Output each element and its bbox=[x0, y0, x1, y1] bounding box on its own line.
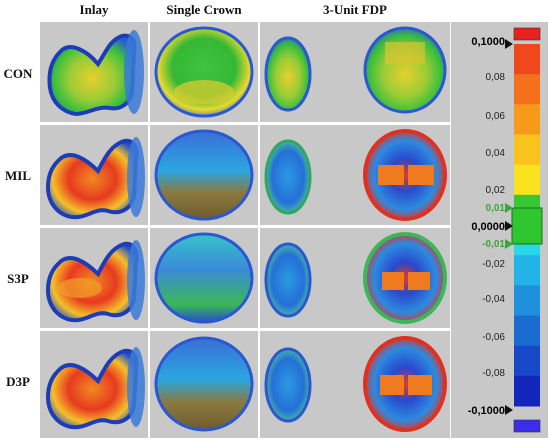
scale-tolerance-negative-label: -0,01 bbox=[482, 239, 505, 250]
inlay-d3p-map bbox=[45, 347, 145, 430]
scale-bottom-cap bbox=[513, 419, 541, 433]
inlay-con-map bbox=[47, 30, 144, 117]
panel-con-3-unit-fdp bbox=[260, 22, 450, 122]
scale-tick-label: 0,08 bbox=[485, 72, 505, 83]
inlay-s3p-map bbox=[45, 240, 145, 323]
color-scale-bar bbox=[505, 27, 543, 433]
panel-mil-single-crown bbox=[150, 125, 258, 225]
row-header-con: CON bbox=[3, 66, 33, 81]
scale-tol-neg-marker bbox=[505, 239, 513, 249]
scale-zero-marker bbox=[505, 221, 513, 231]
scale-color-block bbox=[514, 255, 540, 286]
scale-color-block bbox=[514, 285, 540, 316]
scale-tol-pos-marker bbox=[505, 203, 513, 213]
panel-s3p-single-crown bbox=[150, 228, 258, 328]
scale-color-block bbox=[514, 74, 540, 105]
crown-s3p-map bbox=[154, 232, 254, 324]
column-header-3-unit-fdp: 3-Unit FDP bbox=[323, 2, 387, 17]
panel-con-single-crown bbox=[150, 22, 258, 122]
fdp-d3p-map bbox=[264, 336, 447, 432]
crown-mil-map bbox=[154, 129, 254, 221]
inlay-mil-map bbox=[45, 137, 145, 220]
scale-color-block bbox=[514, 134, 540, 166]
fdp-s3p-map bbox=[264, 232, 447, 324]
scale-color-block bbox=[514, 345, 540, 377]
scale-top-cap bbox=[513, 27, 541, 41]
panel-d3p-inlay bbox=[40, 331, 148, 438]
scale-min-marker bbox=[505, 405, 513, 415]
scale-color-block bbox=[514, 164, 540, 196]
fdp-mil-map bbox=[264, 129, 447, 221]
scale-zero-label: 0,0000 bbox=[471, 221, 505, 233]
scale-color-block bbox=[514, 104, 540, 135]
scale-tick-label: -0,04 bbox=[482, 294, 505, 305]
panel-s3p-inlay bbox=[40, 228, 148, 328]
scale-max-marker bbox=[505, 39, 513, 49]
row-header-s3p: S3P bbox=[7, 271, 29, 286]
panel-s3p-3-unit-fdp bbox=[260, 228, 450, 328]
scale-tolerance-band bbox=[511, 207, 543, 245]
panel-d3p-3-unit-fdp bbox=[260, 331, 450, 438]
fdp-con-map bbox=[264, 26, 447, 114]
scale-tick-label: -0,02 bbox=[482, 259, 505, 270]
column-header-single-crown: Single Crown bbox=[166, 2, 242, 17]
scale-min-label: -0,1000 bbox=[467, 405, 505, 417]
row-header-d3p: D3P bbox=[6, 374, 30, 389]
row-header-mil: MIL bbox=[5, 168, 31, 183]
scale-tick-label: 0,04 bbox=[485, 148, 505, 159]
column-header-inlay: Inlay bbox=[79, 2, 109, 17]
scale-color-block bbox=[514, 375, 540, 407]
scale-color-block bbox=[514, 44, 540, 75]
panel-mil-inlay bbox=[40, 125, 148, 225]
panel-d3p-single-crown bbox=[150, 331, 258, 438]
scale-tick-label: -0,06 bbox=[482, 332, 505, 343]
scale-color-block bbox=[514, 315, 540, 347]
crown-d3p-map bbox=[154, 336, 254, 432]
scale-tick-label: -0,08 bbox=[482, 368, 505, 379]
crown-con-map bbox=[154, 26, 254, 118]
panel-con-inlay bbox=[40, 22, 148, 122]
scale-tick-label: 0,06 bbox=[485, 111, 505, 122]
panel-mil-3-unit-fdp bbox=[260, 125, 450, 225]
scale-tolerance-positive-label: 0,01 bbox=[485, 203, 505, 214]
scale-max-label: 0,1000 bbox=[471, 36, 505, 48]
scale-tick-label: 0,02 bbox=[485, 185, 505, 196]
color-scale-legend bbox=[451, 22, 548, 438]
